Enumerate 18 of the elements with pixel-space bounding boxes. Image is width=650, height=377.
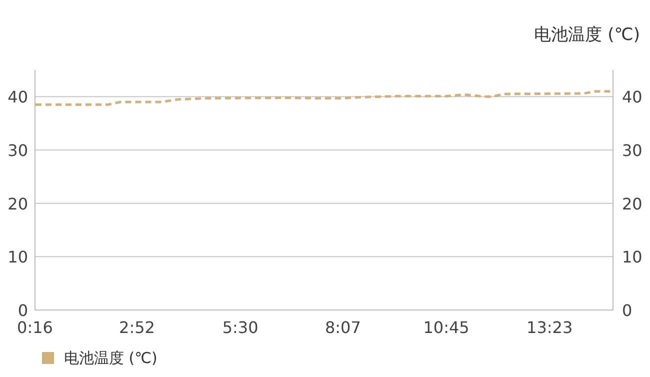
legend-label: 电池温度 (℃) xyxy=(64,349,158,367)
y-tick-label: 20 xyxy=(8,194,28,214)
y-tick-label: 10 xyxy=(8,248,28,267)
y-tick-label: 40 xyxy=(8,88,28,107)
chart-title: 电池温度 (℃) xyxy=(534,25,640,45)
y2-tick-label: 10 xyxy=(622,248,642,267)
x-tick-label: 10:45 xyxy=(423,318,470,337)
y2-tick-label: 40 xyxy=(622,88,642,107)
x-tick-label: 5:30 xyxy=(222,318,258,337)
y-tick-label: 0 xyxy=(18,301,28,320)
x-tick-label: 2:52 xyxy=(119,318,155,337)
y2-tick-label: 30 xyxy=(622,141,642,160)
x-tick-label: 0:16 xyxy=(17,318,53,337)
y2-tick-label: 20 xyxy=(622,194,642,214)
y-tick-label: 30 xyxy=(8,141,28,160)
y2-tick-label: 0 xyxy=(622,301,632,320)
x-tick-label: 13:23 xyxy=(526,318,573,337)
x-tick-label: 8:07 xyxy=(324,318,361,337)
